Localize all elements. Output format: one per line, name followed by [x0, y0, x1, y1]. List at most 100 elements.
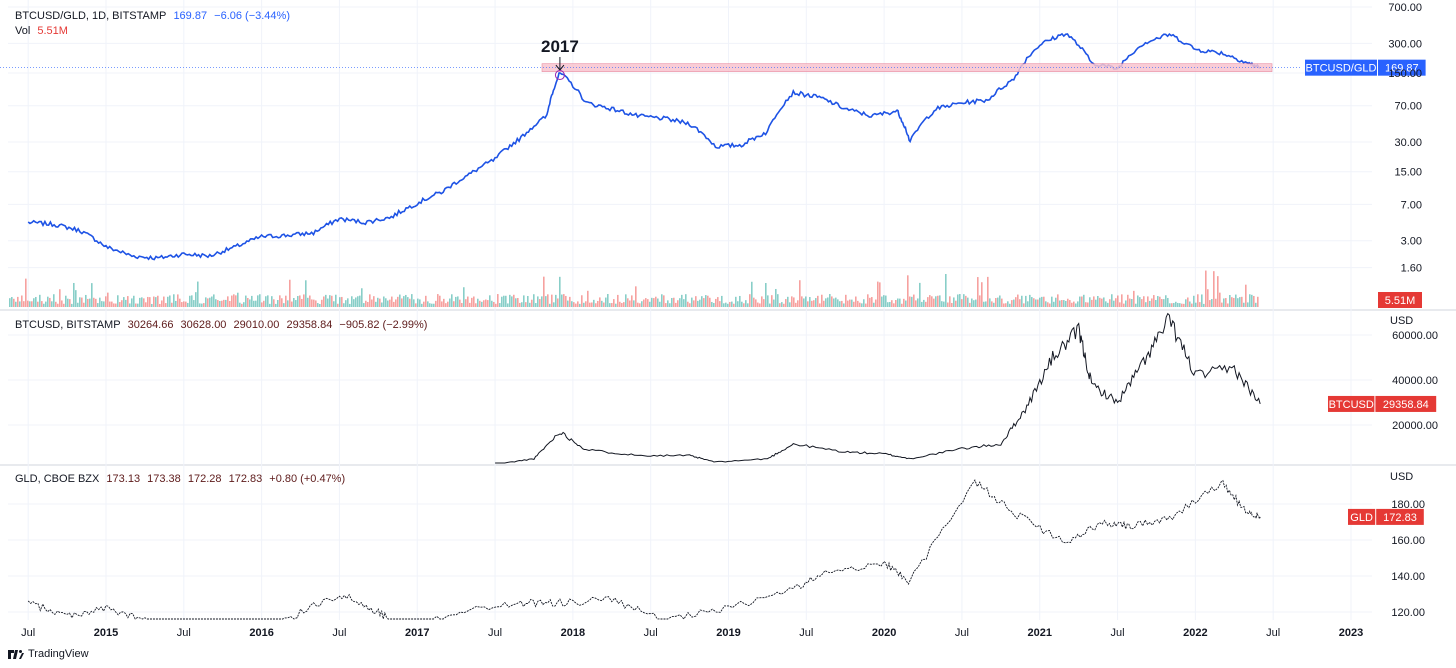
- volume-legend: Vol 5.51M: [15, 24, 72, 38]
- volume-bar: [473, 296, 475, 307]
- y-tick-label: 70.00: [1394, 101, 1422, 113]
- volume-bar: [901, 303, 903, 307]
- volume-bar: [1237, 298, 1239, 307]
- volume-bar: [343, 303, 345, 307]
- volume-bar: [817, 295, 819, 307]
- volume-bar: [719, 301, 721, 307]
- grid-layer: [0, 0, 1456, 620]
- volume-bar: [639, 303, 641, 307]
- volume-bar: [1045, 301, 1047, 307]
- volume-bar: [775, 288, 777, 307]
- volume-bar: [1061, 299, 1063, 307]
- volume-bar: [1121, 294, 1123, 307]
- volume-bar: [637, 302, 639, 307]
- volume-bar: [349, 303, 351, 307]
- volume-bar: [377, 297, 379, 307]
- volume-bar: [241, 303, 243, 307]
- volume-bar: [737, 301, 739, 307]
- volume-bar: [121, 300, 123, 307]
- volume-bar: [531, 299, 533, 307]
- volume-bar: [105, 296, 107, 307]
- volume-bar: [451, 294, 453, 307]
- volume-bar: [135, 303, 137, 307]
- volume-bar: [1003, 303, 1005, 307]
- volume-bar: [327, 298, 329, 307]
- volume-bar: [1013, 299, 1015, 307]
- volume-bar: [205, 297, 207, 307]
- volume-bar: [471, 297, 473, 307]
- volume-bar: [887, 302, 889, 307]
- volume-bar: [1227, 303, 1229, 307]
- volume-bar: [811, 300, 813, 307]
- tradingview-logo[interactable]: TradingView: [8, 648, 89, 660]
- volume-bar: [265, 296, 267, 307]
- btc-badge-value-bg: [1375, 395, 1437, 412]
- volume-bar: [1037, 299, 1039, 307]
- volume-bar: [1069, 300, 1071, 307]
- series-line-btcusd-gld: [27, 32, 1261, 261]
- x-tick-label: Jul: [1266, 627, 1280, 639]
- volume-bar: [707, 295, 709, 307]
- volume-bar: [1155, 299, 1157, 307]
- volume-bar: [13, 298, 15, 307]
- volume-bar: [635, 286, 637, 307]
- volume-bar: [335, 294, 337, 307]
- volume-bar: [839, 301, 841, 307]
- annotation-label: 2017: [541, 37, 579, 56]
- volume-bar: [177, 294, 179, 307]
- volume-bar: [1033, 298, 1035, 307]
- volume-bar: [1109, 299, 1111, 307]
- volume-bar: [879, 282, 881, 307]
- volume-bar: [907, 275, 909, 307]
- volume-bar: [655, 296, 657, 307]
- volume-bar: [613, 299, 615, 307]
- btc-badge-label-bg: [1328, 395, 1375, 412]
- volume-bar: [1107, 302, 1109, 307]
- volume-bar: [1217, 276, 1219, 307]
- volume-bar: [515, 298, 517, 307]
- volume-bar: [669, 303, 671, 307]
- volume-bar: [253, 300, 255, 307]
- volume-bar: [429, 303, 431, 307]
- volume-bar: [465, 299, 467, 307]
- volume-bar: [247, 297, 249, 307]
- volume-bar: [835, 297, 837, 307]
- volume-bar: [87, 298, 89, 307]
- volume-bar: [1047, 302, 1049, 307]
- volume-bar: [693, 300, 695, 307]
- y-tick-label: 300.00: [1388, 38, 1422, 50]
- volume-bar: [255, 300, 257, 307]
- volume-bar: [1157, 296, 1159, 307]
- volume-bar: [1025, 295, 1027, 307]
- volume-bar: [697, 300, 699, 307]
- volume-bar: [667, 300, 669, 307]
- volume-bar: [675, 302, 677, 307]
- gld-badge-value: 172.83: [1383, 512, 1417, 524]
- volume-bar: [1207, 289, 1209, 307]
- ratio-badge-value: 169.87: [1385, 63, 1419, 75]
- annotation-layer: 2017 BTCUSD/GLD 169.87 5.51M BTCUSD 29358.84 G…: [0, 37, 1437, 525]
- volume-bar: [567, 300, 569, 307]
- volume-bar: [231, 295, 233, 307]
- volume-bar: [55, 301, 57, 307]
- volume-bar: [73, 282, 75, 307]
- volume-bar: [233, 294, 235, 307]
- volume-bar: [547, 294, 549, 307]
- volume-bar: [755, 299, 757, 307]
- volume-bar: [963, 294, 965, 307]
- volume-bar: [919, 282, 921, 307]
- volume-bar: [743, 303, 745, 307]
- volume-bar: [871, 297, 873, 307]
- volume-bar: [623, 302, 625, 307]
- volume-bar: [615, 303, 617, 307]
- volume-bar: [509, 294, 511, 307]
- volume-bar: [791, 296, 793, 307]
- volume-bar: [753, 297, 755, 307]
- y-tick-label: 40000.00: [1392, 375, 1438, 387]
- volume-bar: [313, 299, 315, 307]
- volume-bar: [863, 299, 865, 307]
- volume-bar: [47, 296, 49, 307]
- volume-bar: [705, 295, 707, 307]
- volume-bar: [353, 299, 355, 307]
- volume-bar: [69, 299, 71, 307]
